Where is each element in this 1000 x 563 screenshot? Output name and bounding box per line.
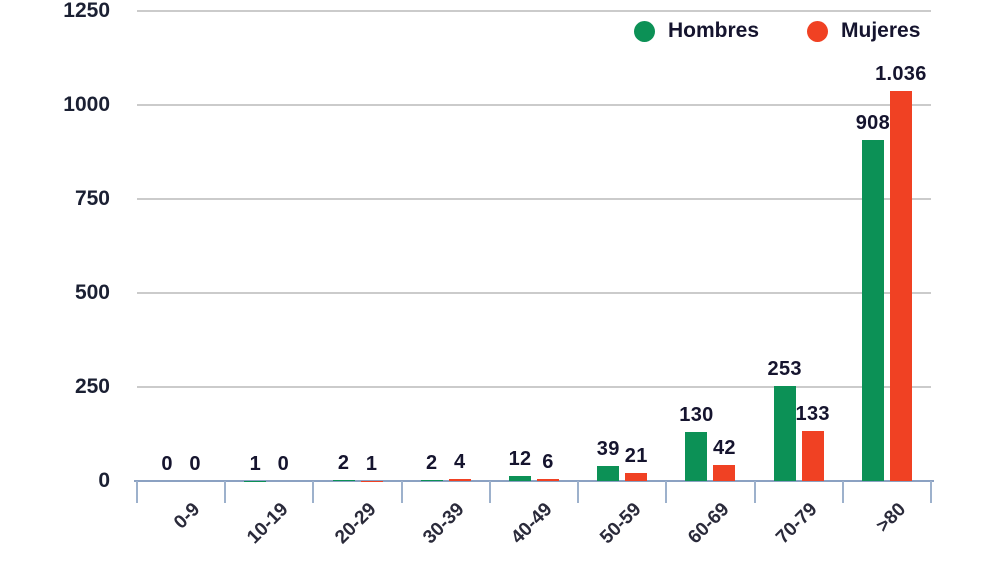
y-axis-tick-label: 750 bbox=[74, 187, 110, 210]
value-label-mujeres-30-39: 4 bbox=[454, 451, 466, 474]
y-axis-tick-label: 250 bbox=[74, 375, 110, 398]
y-axis-tick-label: 1250 bbox=[63, 0, 110, 22]
bar-hombres->80 bbox=[861, 139, 884, 481]
x-axis-tick bbox=[312, 481, 315, 503]
bar-hombres-50-59 bbox=[597, 466, 620, 481]
y-axis-tick-label: 500 bbox=[74, 281, 110, 304]
mujeres-swatch-icon bbox=[807, 20, 829, 42]
hombres-swatch-icon bbox=[634, 20, 655, 42]
gridline-750 bbox=[137, 198, 931, 200]
x-axis-tick bbox=[400, 481, 403, 503]
x-axis-tick bbox=[930, 481, 932, 503]
legend-label-hombres: Hombres bbox=[668, 19, 760, 42]
x-axis-tick bbox=[136, 481, 138, 503]
legend-item-hombres: Hombres bbox=[634, 19, 759, 43]
value-label-hombres-50-59: 39 bbox=[596, 438, 620, 461]
value-label-hombres-60-69: 130 bbox=[679, 404, 714, 427]
x-axis-category-label: 50-59 bbox=[595, 499, 646, 549]
x-axis-category-label: >80 bbox=[872, 499, 910, 537]
x-axis-category-label: 20-29 bbox=[331, 499, 381, 549]
x-axis-tick bbox=[841, 481, 844, 503]
x-axis-tick bbox=[577, 481, 580, 503]
value-label-mujeres-60-69: 42 bbox=[713, 437, 736, 460]
bar-hombres-60-69 bbox=[685, 432, 708, 481]
value-label-hombres-30-39: 2 bbox=[426, 452, 438, 475]
value-label-mujeres-0-9: 0 bbox=[189, 453, 201, 475]
value-label-hombres-70-79: 253 bbox=[767, 357, 802, 380]
bar-mujeres-70-79 bbox=[801, 430, 824, 481]
bar-mujeres-60-69 bbox=[713, 465, 736, 481]
x-axis-category-label: 10-19 bbox=[242, 499, 293, 549]
x-axis-category-label: 70-79 bbox=[772, 499, 822, 549]
x-axis-category-label: 60-69 bbox=[684, 499, 734, 549]
bar-mujeres-40-49 bbox=[537, 478, 559, 481]
y-axis-tick-label: 0 bbox=[98, 469, 110, 492]
bar-mujeres-50-59 bbox=[625, 473, 648, 481]
value-label-mujeres-70-79: 133 bbox=[795, 402, 830, 425]
value-label-hombres->80: 908 bbox=[855, 111, 891, 134]
legend-label-mujeres: Mujeres bbox=[841, 19, 921, 42]
value-label-mujeres-50-59: 21 bbox=[624, 445, 648, 468]
x-axis-category-label: 40-49 bbox=[507, 499, 557, 549]
gridline-1000 bbox=[137, 104, 931, 106]
x-axis-category-label: 30-39 bbox=[419, 499, 469, 549]
value-label-mujeres-20-29: 1 bbox=[365, 452, 378, 475]
value-label-hombres-20-29: 2 bbox=[337, 452, 350, 475]
value-label-hombres-40-49: 12 bbox=[508, 448, 532, 471]
bar-hombres-20-29 bbox=[332, 480, 355, 481]
x-axis-tick bbox=[753, 481, 756, 503]
y-axis-tick-label: 1000 bbox=[63, 93, 110, 116]
legend: Hombres Mujeres bbox=[634, 19, 920, 43]
bar-mujeres-30-39 bbox=[448, 479, 471, 481]
x-axis-tick bbox=[224, 481, 227, 503]
bar-hombres-40-49 bbox=[509, 476, 531, 481]
x-axis-tick bbox=[488, 481, 491, 503]
bar-mujeres->80 bbox=[889, 91, 912, 481]
value-label-mujeres-10-19: 0 bbox=[277, 453, 290, 475]
gridline-500 bbox=[137, 292, 931, 294]
value-label-mujeres-40-49: 6 bbox=[542, 450, 554, 473]
x-axis-tick bbox=[665, 481, 668, 503]
x-axis-category-label: 0-9 bbox=[169, 499, 204, 534]
bar-hombres-70-79 bbox=[773, 385, 796, 481]
gridline-250 bbox=[137, 386, 931, 388]
value-label-mujeres->80: 1.036 bbox=[875, 63, 927, 86]
bar-hombres-30-39 bbox=[420, 480, 443, 481]
value-label-hombres-10-19: 1 bbox=[249, 452, 262, 475]
legend-item-mujeres: Mujeres bbox=[807, 19, 920, 43]
gridline-1250 bbox=[137, 10, 931, 12]
x-axis-line bbox=[134, 480, 934, 482]
value-label-hombres-0-9: 0 bbox=[161, 453, 173, 475]
